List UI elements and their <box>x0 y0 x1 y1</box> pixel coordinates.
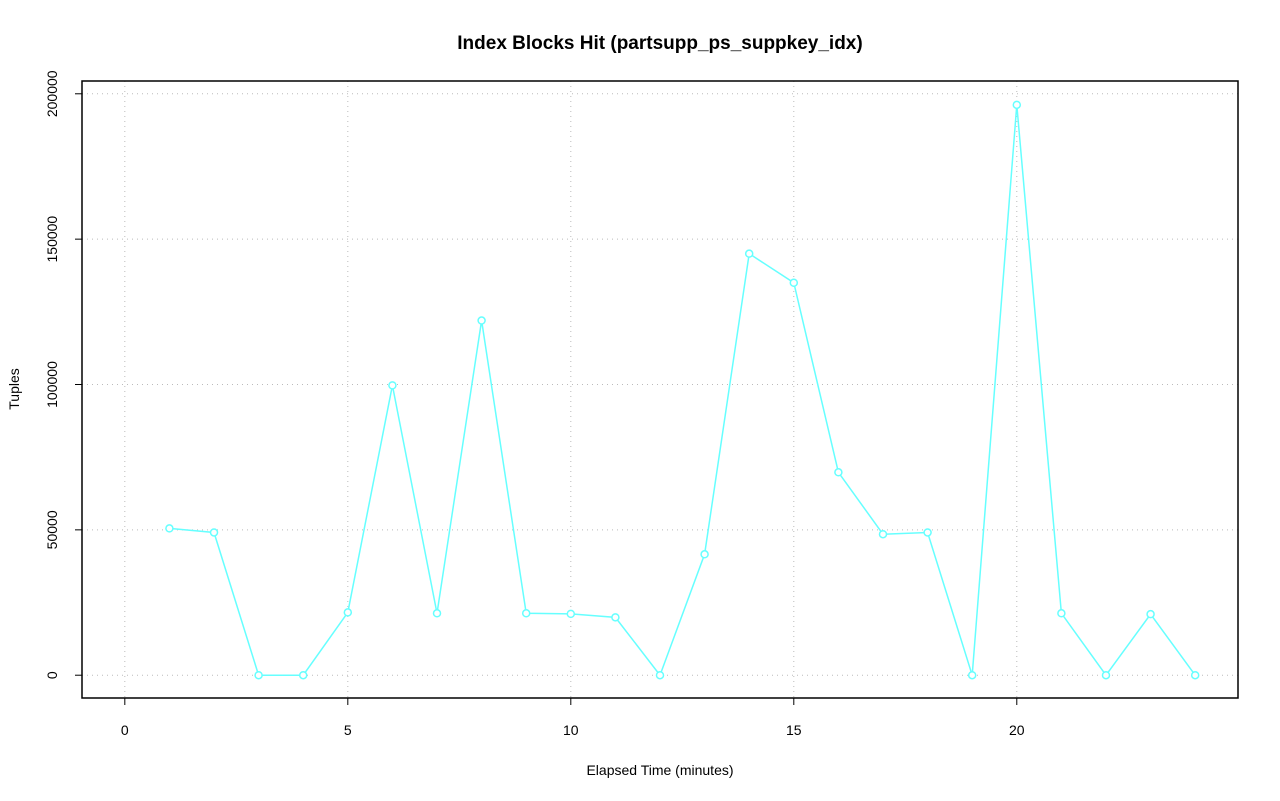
x-tick-label: 10 <box>563 722 579 738</box>
data-point <box>1057 609 1066 618</box>
x-tick-label: 20 <box>1009 722 1025 738</box>
x-tick-label: 0 <box>121 722 129 738</box>
data-point <box>923 528 932 537</box>
data-point <box>298 670 308 680</box>
series-line <box>169 104 1196 677</box>
data-point <box>789 278 799 288</box>
data-point <box>477 316 486 325</box>
data-point <box>165 524 174 533</box>
data-point <box>432 609 442 618</box>
plot-frame <box>81 80 1239 699</box>
data-point <box>521 609 531 618</box>
y-tick-label: 100000 <box>44 361 60 408</box>
data-point <box>254 670 263 680</box>
data-point <box>744 249 754 258</box>
data-point <box>878 529 888 539</box>
data-point <box>343 608 353 617</box>
y-axis-label: Tuples <box>6 368 22 410</box>
data-point <box>209 528 219 537</box>
x-tick-label: 5 <box>344 722 352 738</box>
x-tick-label: 15 <box>786 722 802 738</box>
y-tick-label: 200000 <box>44 70 60 117</box>
y-tick-label: 150000 <box>44 216 60 263</box>
x-axis-label: Elapsed Time (minutes) <box>586 762 733 778</box>
data-point <box>700 550 709 559</box>
y-tick-label: 50000 <box>44 510 60 549</box>
data-point <box>388 381 397 390</box>
data-point <box>1101 670 1111 680</box>
data-point <box>1012 100 1022 110</box>
chart-title: Index Blocks Hit (partsupp_ps_suppkey_id… <box>457 33 862 54</box>
data-point <box>566 609 576 619</box>
y-tick-label: 0 <box>44 671 60 679</box>
data-point <box>611 613 620 622</box>
data-point <box>1146 609 1155 619</box>
data-point <box>834 468 843 477</box>
data-point <box>1190 670 1200 680</box>
data-point <box>655 670 665 680</box>
data-point <box>967 670 977 680</box>
